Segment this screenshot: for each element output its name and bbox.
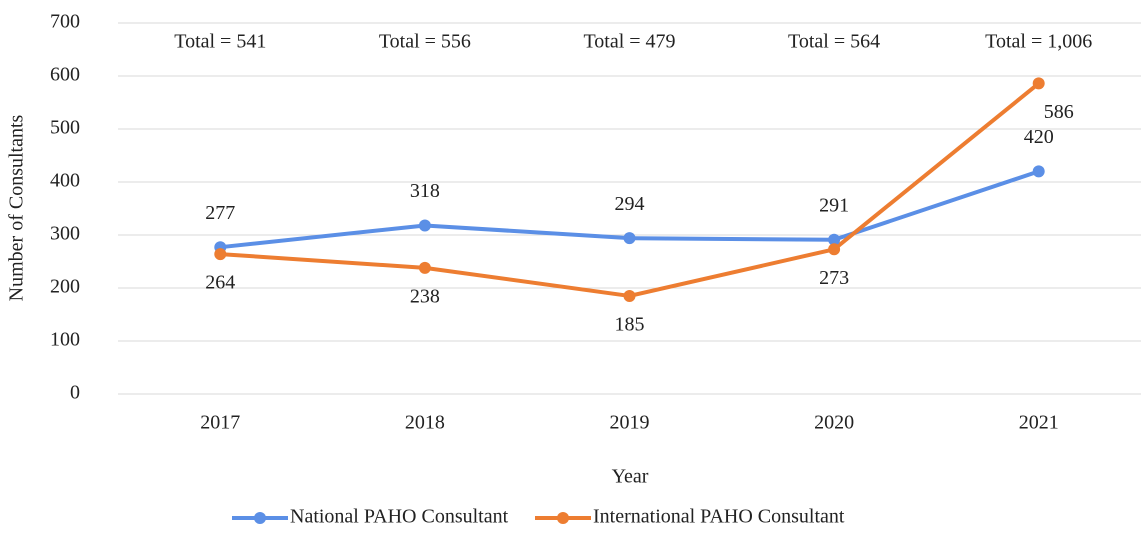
marker [623,289,636,302]
legend-marker [254,512,266,524]
data-label: 264 [205,272,235,294]
annotation: Total = 1,006 [985,31,1092,53]
x-tick-label: 2020 [814,412,854,434]
marker [828,233,841,246]
annotation: Total = 556 [379,31,471,53]
legend-marker [557,512,569,524]
annotation: Total = 564 [788,31,880,53]
annotation: Total = 541 [174,31,266,53]
x-tick-label: 2017 [200,412,240,434]
x-tick-label: 2019 [610,412,650,434]
marker [1032,77,1045,90]
x-axis-title: Year [612,466,649,488]
data-label: 291 [819,194,849,216]
marker [1032,165,1045,178]
marker [418,261,431,274]
data-label: 238 [410,285,440,307]
x-tick-label: 2021 [1019,412,1059,434]
marker [623,232,636,245]
x-tick-label: 2018 [405,412,445,434]
y-tick-label: 300 [50,223,80,245]
data-label: 294 [615,193,645,215]
data-label: 185 [615,314,645,336]
y-axis-title: Number of Consultants [6,114,28,301]
data-label: 318 [410,180,440,202]
data-label: 420 [1024,126,1054,148]
marker [828,243,841,256]
y-tick-label: 400 [50,170,80,192]
y-tick-label: 0 [70,382,80,404]
data-label: 586 [1044,101,1074,123]
y-tick-label: 700 [50,11,80,33]
y-tick-label: 600 [50,64,80,86]
marker [214,248,227,261]
annotation: Total = 479 [583,31,675,53]
y-tick-label: 500 [50,117,80,139]
y-tick-label: 100 [50,329,80,351]
series-line [220,81,1040,298]
data-label: 277 [205,202,235,224]
y-tick-label: 200 [50,276,80,298]
legend-label: National PAHO Consultant [290,506,509,528]
marker [418,219,431,232]
data-label: 273 [819,267,849,289]
legend-label: International PAHO Consultant [593,506,845,528]
